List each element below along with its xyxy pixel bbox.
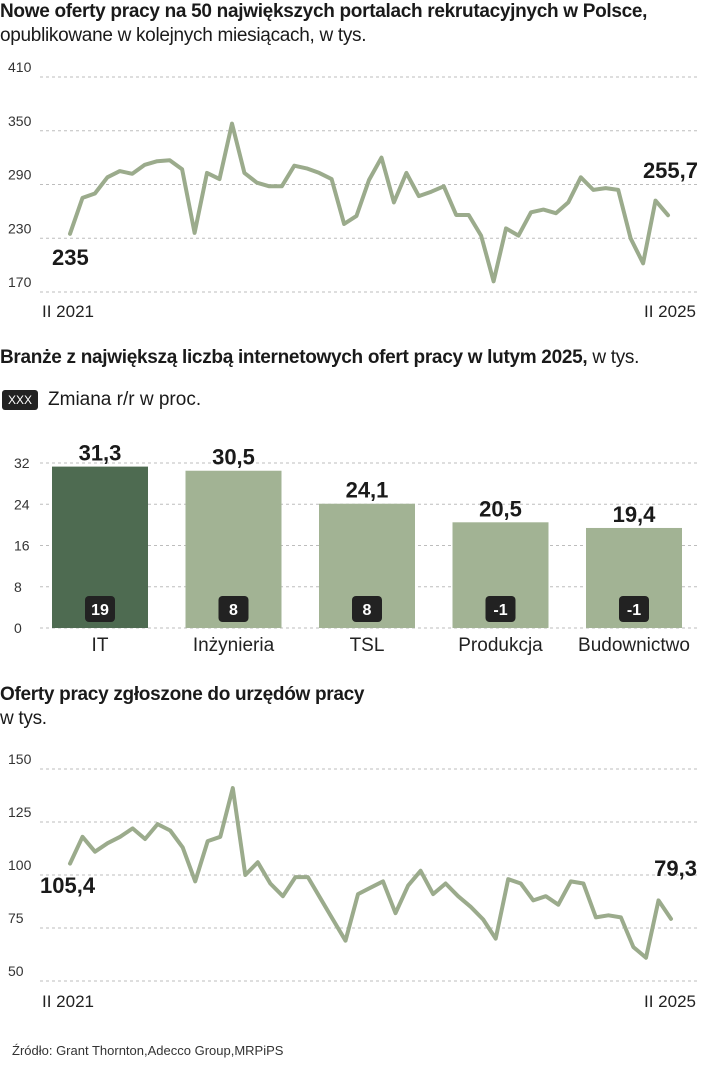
chart2-change-badge (85, 596, 115, 622)
chart2-category-label: IT (92, 635, 109, 656)
chart3-labour-office-offers: 150 125 100 75 50 II 2021 II 2025 105,4 79,3 (8, 751, 700, 1011)
chart3-x-start-label: II 2021 (42, 992, 94, 1011)
chart2-value-label: 20,5 (479, 496, 522, 521)
chart1-portal-offers: 410 350 290 230 170 II 2021 II 2025 235 255,7 (8, 60, 700, 321)
chart3-start-value-label: 105,4 (40, 873, 96, 898)
chart2-change-label: -1 (627, 602, 641, 619)
chart1-x-end-label: II 2025 (644, 302, 696, 321)
chart3-ytick-label: 150 (8, 751, 32, 767)
chart2-ytick-label: 8 (14, 579, 22, 595)
chart2-change-label: 19 (91, 602, 109, 619)
chart2-ytick-label: 32 (14, 455, 30, 471)
chart2-change-label: 8 (229, 602, 238, 619)
chart2-category-label: Inżynieria (193, 635, 275, 656)
chart2-ytick-label: 0 (14, 620, 22, 636)
chart3-ytick-label: 125 (8, 804, 32, 820)
chart2-change-badge (619, 596, 649, 622)
chart3-ytick-label: 75 (8, 910, 24, 926)
chart1-ytick-label: 290 (8, 167, 32, 183)
chart2-change-label: 8 (363, 602, 372, 619)
chart1-ytick-label: 230 (8, 220, 32, 236)
chart2-title: Branże z największą liczbą internetowych… (0, 347, 640, 368)
chart2-ytick-label: 16 (14, 538, 30, 554)
chart2-ytick-label: 24 (14, 496, 30, 512)
chart1-ytick-label: 170 (8, 274, 32, 290)
chart2-value-label: 31,3 (79, 441, 122, 466)
chart3-end-value-label: 79,3 (654, 856, 697, 881)
chart1-series-line (68, 121, 670, 284)
chart2-value-label: 19,4 (613, 502, 657, 527)
chart3-ytick-label: 50 (8, 963, 24, 979)
chart2-change-badge (485, 596, 516, 622)
chart1-x-start-label: II 2021 (42, 302, 94, 321)
chart2-change-badge (218, 596, 249, 622)
legend-label: Zmiana r/r w proc. (48, 389, 202, 410)
source-note: Źródło: Grant Thornton,Adecco Group,MRPi… (12, 1043, 284, 1058)
chart2-value-label: 30,5 (212, 445, 255, 470)
chart3-x-end-label: II 2025 (644, 992, 696, 1011)
chart3-ytick-label: 100 (8, 857, 32, 873)
chart2-industry-bars: 32 24 16 8 0 31,3 19 IT 30,5 8 Inżynieria 24,1 8 TSL 2… (14, 441, 700, 656)
legend-badge: XXX (2, 390, 39, 410)
chart2-change-badge (352, 596, 382, 622)
chart2-category-label: TSL (350, 635, 385, 656)
chart2-category-label: Budownictwo (578, 635, 690, 656)
chart2-value-label: 24,1 (346, 478, 389, 503)
chart3-title: Oferty pracy zgłoszone do urzędów pracy w… (0, 684, 365, 729)
chart2-change-label: -1 (493, 602, 507, 619)
chart3-series-line (68, 786, 673, 960)
chart1-start-value-label: 235 (52, 245, 89, 270)
chart2-category-label: Produkcja (458, 635, 543, 656)
chart1-ytick-label: 410 (8, 60, 32, 75)
chart1-ytick-label: 350 (8, 113, 32, 129)
chart1-title: Nowe oferty pracy na 50 największych por… (0, 1, 648, 46)
chart1-end-value-label: 255,7 (643, 158, 698, 183)
legend: XXX Zmiana r/r w proc. (2, 389, 201, 411)
